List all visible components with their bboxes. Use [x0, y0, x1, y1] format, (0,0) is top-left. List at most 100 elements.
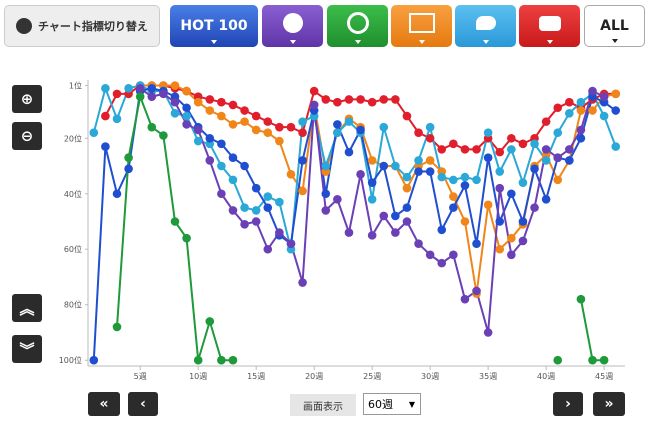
data-point	[298, 186, 307, 196]
all-button[interactable]: ALL	[584, 5, 645, 47]
x-tick-label: 20週	[305, 372, 323, 381]
data-point	[530, 164, 539, 174]
data-point	[449, 192, 458, 201]
data-point	[217, 139, 226, 149]
data-point	[124, 164, 133, 174]
zoom-out[interactable]: ⊖	[12, 122, 42, 150]
youtube-button[interactable]	[519, 5, 580, 47]
data-point	[263, 117, 273, 126]
scroll-down[interactable]: ︾	[12, 335, 42, 363]
data-point	[576, 133, 586, 143]
data-point	[379, 95, 389, 104]
data-point	[228, 206, 238, 215]
data-point	[553, 128, 563, 138]
data-point	[530, 139, 539, 149]
data-point	[263, 128, 273, 138]
data-point	[240, 161, 249, 171]
data-point	[286, 122, 296, 132]
data-point	[553, 355, 563, 365]
data-point	[356, 125, 365, 135]
data-point	[472, 175, 481, 185]
data-point	[379, 211, 389, 221]
hot100-button[interactable]: HOT 100	[170, 5, 258, 47]
data-point	[124, 84, 133, 93]
last-page[interactable]: »	[593, 392, 625, 416]
data-point	[321, 95, 331, 104]
data-point	[472, 145, 481, 154]
button-label: HOT 100	[180, 18, 248, 34]
data-point	[379, 122, 389, 132]
data-point	[402, 111, 412, 121]
data-point	[449, 203, 458, 212]
data-point	[507, 233, 516, 243]
data-point	[495, 244, 505, 254]
data-point	[541, 195, 551, 204]
data-point	[599, 92, 609, 101]
data-point	[228, 175, 238, 185]
data-point	[425, 167, 435, 176]
data-point	[425, 122, 435, 132]
data-point	[367, 195, 377, 204]
data-point	[275, 197, 284, 207]
lookup-button[interactable]	[391, 5, 452, 47]
button-label: ALL	[600, 18, 629, 34]
data-point	[275, 136, 284, 146]
data-point	[530, 203, 539, 212]
data-point	[588, 86, 597, 96]
data-point	[367, 178, 377, 187]
data-point	[402, 172, 412, 182]
prev-page[interactable]: ‹	[128, 392, 158, 416]
data-point	[101, 111, 110, 121]
data-point	[193, 355, 203, 365]
next-page[interactable]: ›	[553, 392, 583, 416]
data-point	[147, 122, 157, 132]
data-point	[275, 122, 284, 132]
display-select[interactable]: 60週 ▼	[363, 393, 421, 415]
series-line	[92, 87, 617, 361]
data-point	[599, 111, 609, 121]
data-point	[182, 111, 191, 121]
select-value: 60週	[368, 398, 393, 411]
twitter-button[interactable]	[455, 5, 516, 47]
data-point	[565, 156, 574, 165]
data-point	[553, 103, 563, 113]
y-tick-label: 1位	[69, 81, 82, 91]
data-point	[251, 111, 261, 121]
data-point	[495, 147, 505, 157]
first-page[interactable]: «	[88, 392, 120, 416]
sales-button[interactable]	[262, 5, 323, 47]
data-point	[541, 145, 551, 154]
data-point	[495, 183, 505, 193]
data-point	[217, 111, 226, 121]
data-point	[240, 203, 249, 212]
zoom-in[interactable]: ⊕	[12, 85, 42, 113]
scroll-up[interactable]: ︽	[12, 294, 42, 322]
radio-button[interactable]	[327, 5, 388, 47]
data-point	[495, 167, 505, 176]
data-point	[170, 217, 180, 226]
data-point	[565, 145, 574, 154]
data-point	[263, 203, 273, 212]
data-point	[414, 128, 423, 138]
data-point	[135, 84, 145, 93]
data-point	[89, 355, 99, 365]
data-point	[391, 228, 400, 237]
data-point	[159, 89, 168, 99]
data-point	[344, 95, 354, 104]
data-point	[170, 97, 180, 107]
data-point	[483, 128, 493, 138]
data-point	[240, 106, 249, 115]
data-point	[228, 355, 238, 365]
data-point	[275, 228, 284, 237]
switch-icon	[16, 18, 33, 34]
data-point	[518, 217, 528, 226]
data-point	[460, 294, 470, 304]
data-point	[298, 278, 307, 287]
data-point	[553, 153, 563, 162]
data-point	[507, 250, 516, 260]
data-point	[333, 120, 342, 129]
data-point	[228, 100, 238, 110]
data-point	[182, 120, 191, 129]
